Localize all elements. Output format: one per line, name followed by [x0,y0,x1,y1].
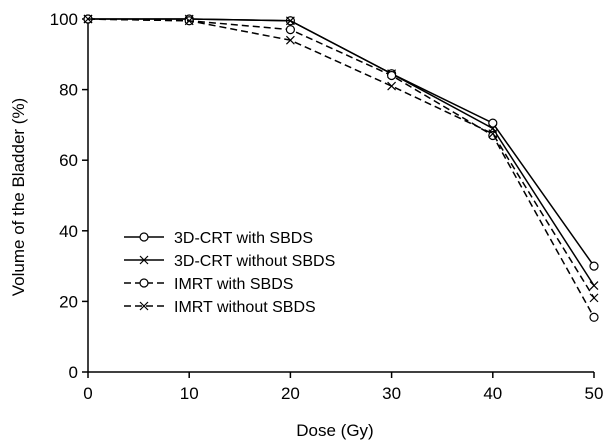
x-tick-label: 10 [180,384,199,403]
legend-entry: IMRT without SBDS [124,299,316,316]
legend-entry: 3D-CRT with SBDS [124,230,313,247]
y-tick-label: 40 [59,222,78,241]
x-marker [83,14,93,24]
x-marker [488,129,498,139]
series-line [87,18,595,299]
axes: 0 10 20 30 40 50 0 20 40 60 80 100 [50,10,604,403]
series-line [88,18,595,286]
legend-marker [139,232,149,242]
circle-marker [387,70,397,81]
x-marker [387,81,397,91]
x-marker-stroke [589,281,599,290]
y-tick-label: 100 [50,10,78,29]
x-marker-stroke [83,14,93,24]
x-marker [285,35,295,45]
legend-entry: 3D-CRT without SBDS [124,253,335,270]
x-tick-label: 0 [83,384,92,403]
legend-label: 3D-CRT with SBDS [174,230,313,247]
legend-marker [139,255,149,265]
y-tick-label: 60 [59,151,78,170]
series-layer [83,14,599,322]
legend: 3D-CRT with SBDS 3D-CRT without SBDS IMRT … [124,230,335,316]
x-tick-label: 30 [382,384,401,403]
x-marker-stroke [184,16,194,26]
x-marker [285,16,295,26]
legend-marker [139,278,149,288]
series-line [87,18,595,318]
x-marker-stroke [285,16,295,26]
x-tick-label: 20 [281,384,300,403]
x-marker [589,281,599,290]
x-marker-stroke [285,35,295,45]
x-marker-stroke [139,301,149,311]
x-marker-stroke [589,293,599,303]
circle-marker [589,312,599,322]
x-tick-label: 40 [483,384,502,403]
x-axis-title: Dose (Gy) [296,421,373,440]
x-marker-stroke [488,129,498,139]
circle-marker [488,118,498,128]
x-marker-stroke [139,255,149,265]
series-4 [83,14,599,303]
series-3 [83,14,599,322]
y-tick-label: 0 [69,363,78,382]
series-2 [83,14,599,290]
circle-marker [285,24,295,35]
legend-label: IMRT without SBDS [174,299,316,316]
legend-entry: IMRT with SBDS [124,276,293,293]
y-tick-label: 80 [59,81,78,100]
x-marker [184,16,194,26]
legend-label: IMRT with SBDS [174,276,293,293]
x-marker-stroke [387,81,397,91]
y-tick-label: 20 [59,292,78,311]
legend-marker [139,301,149,311]
x-tick-label: 50 [585,384,604,403]
circle-marker [589,261,599,271]
legend-label: 3D-CRT without SBDS [174,253,335,270]
series-line [88,18,595,267]
y-axis-title: Volume of the Bladder (%) [9,98,28,296]
x-marker [589,293,599,303]
